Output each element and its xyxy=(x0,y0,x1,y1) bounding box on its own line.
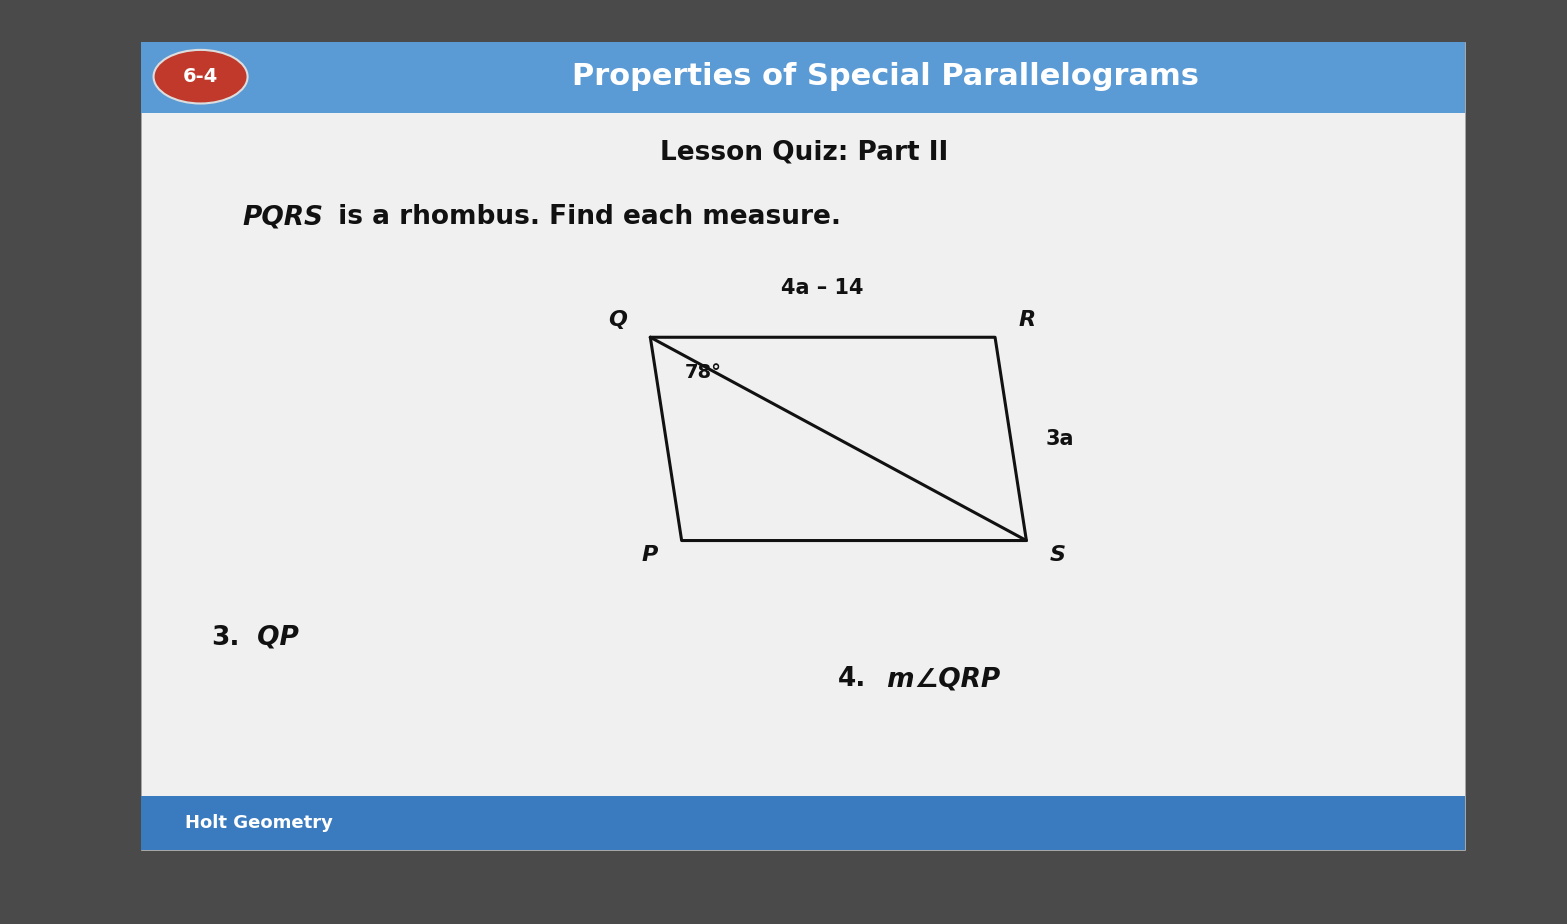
Text: R: R xyxy=(1019,310,1036,330)
Text: 4.: 4. xyxy=(838,666,867,692)
Text: QP: QP xyxy=(248,625,298,650)
Text: 6-4: 6-4 xyxy=(183,67,218,86)
Text: 3a: 3a xyxy=(1045,429,1073,449)
Text: 78°: 78° xyxy=(685,363,722,383)
Text: P: P xyxy=(642,545,658,565)
Text: PQRS: PQRS xyxy=(243,204,324,230)
Text: is a rhombus. Find each measure.: is a rhombus. Find each measure. xyxy=(329,204,841,230)
FancyBboxPatch shape xyxy=(141,42,1465,113)
Text: 3.: 3. xyxy=(212,625,240,650)
Text: m∠QRP: m∠QRP xyxy=(878,666,1000,692)
Text: Lesson Quiz: Part II: Lesson Quiz: Part II xyxy=(660,140,948,165)
FancyBboxPatch shape xyxy=(141,42,1465,850)
Text: 4a – 14: 4a – 14 xyxy=(782,278,863,298)
Text: Properties of Special Parallelograms: Properties of Special Parallelograms xyxy=(572,62,1199,91)
FancyBboxPatch shape xyxy=(141,796,1465,850)
Text: S: S xyxy=(1050,545,1066,565)
Ellipse shape xyxy=(154,50,248,103)
Text: Q: Q xyxy=(608,310,627,330)
Text: Holt Geometry: Holt Geometry xyxy=(185,814,332,833)
